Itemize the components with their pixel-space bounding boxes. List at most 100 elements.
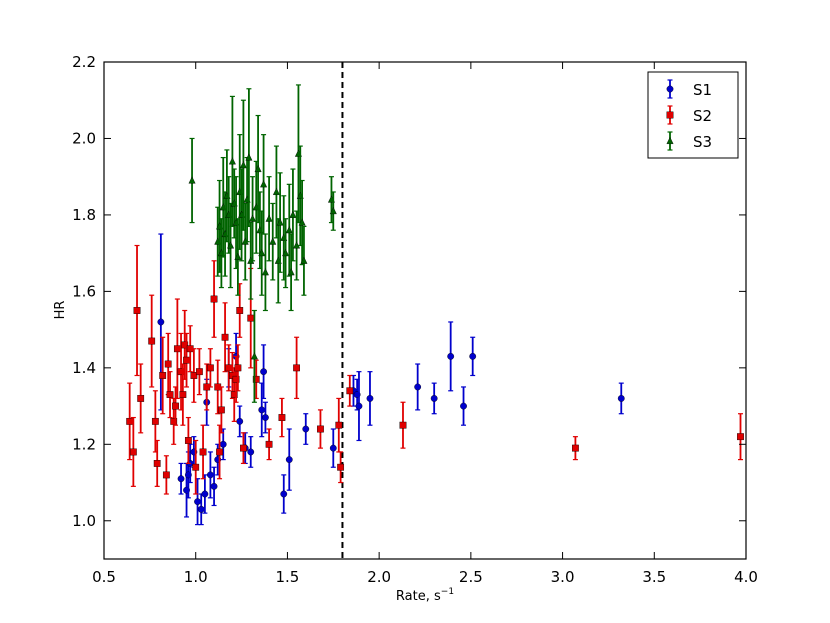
data-point [188, 176, 196, 184]
legend-marker [666, 136, 674, 145]
data-point [157, 318, 165, 326]
data-point [206, 364, 214, 372]
data-point [250, 352, 258, 360]
data-point [287, 268, 295, 276]
data-point [254, 164, 262, 173]
data-point [236, 307, 244, 314]
data-point [221, 333, 229, 341]
data-point [230, 391, 238, 399]
data-point [192, 463, 200, 471]
data-point [329, 444, 337, 452]
data-point [225, 364, 233, 372]
y-tick-label: 1.8 [72, 206, 96, 224]
y-tick-label: 2.2 [72, 53, 96, 71]
data-point [228, 157, 236, 165]
data-point [236, 417, 244, 425]
data-point [399, 421, 407, 429]
legend-box [647, 71, 739, 159]
series-s3 [188, 84, 337, 403]
data-point [170, 417, 178, 425]
plot-frame [103, 61, 747, 560]
x-tick-label: 2.0 [367, 568, 391, 586]
data-point [289, 210, 297, 218]
legend-marker [666, 111, 674, 119]
data-point [252, 375, 260, 383]
data-point [269, 237, 277, 245]
x-tick-label: 1.0 [184, 568, 208, 586]
data-point [247, 448, 255, 456]
legend-marker [666, 85, 674, 93]
data-point [190, 372, 198, 379]
data-point [210, 482, 218, 490]
x-tick-label: 3.0 [551, 568, 575, 586]
data-point [217, 406, 225, 414]
data-point [232, 375, 240, 383]
data-point [298, 218, 306, 226]
data-point [469, 352, 477, 360]
x-axis-label-text: Rate, s [396, 589, 441, 604]
data-point [162, 471, 170, 479]
data-point [261, 268, 269, 276]
data-point [430, 395, 438, 402]
data-point [194, 498, 201, 506]
data-point [227, 241, 235, 249]
data-point [258, 406, 266, 414]
data-point [280, 490, 288, 498]
data-point [249, 214, 257, 222]
x-axis-label-exponent: −1 [441, 587, 454, 597]
data-point [276, 218, 284, 226]
data-point [329, 206, 337, 215]
data-point [197, 505, 205, 513]
data-point [129, 448, 137, 456]
data-point [293, 364, 300, 372]
legend: S1 S2 S3 [647, 71, 739, 159]
series-s2 [126, 244, 744, 495]
data-point [262, 414, 269, 421]
data-point [183, 356, 190, 364]
data-point [302, 425, 310, 433]
axis-ticks: 0.5 1.0 1.5 2.0 2.5 3.0 3.5 4.0 1.0 1.2 1.4 1.6 1.8 2… [72, 53, 758, 586]
data-point [126, 417, 134, 425]
data-point [234, 252, 242, 260]
data-point [201, 490, 209, 498]
data-point [181, 341, 189, 349]
data-point [366, 395, 374, 402]
y-tick-label: 1.2 [72, 435, 96, 453]
data-point [258, 248, 266, 257]
data-point [617, 395, 625, 402]
data-point [173, 345, 181, 353]
data-point [300, 256, 308, 264]
data-point [153, 460, 161, 467]
y-tick-label: 2.0 [72, 129, 96, 147]
data-point [355, 402, 363, 410]
data-point [260, 368, 267, 376]
data-point [282, 248, 290, 257]
data-point [137, 395, 145, 402]
data-point [151, 417, 159, 425]
data-point [346, 387, 354, 395]
data-point [166, 391, 174, 399]
data-point [206, 471, 214, 479]
y-tick-label: 1.0 [72, 512, 96, 530]
data-point [245, 153, 253, 161]
x-tick-label: 2.5 [459, 568, 483, 586]
data-point [195, 368, 203, 376]
y-tick-label: 1.6 [72, 282, 96, 300]
data-point [335, 421, 343, 429]
data-point [216, 448, 223, 456]
x-tick-label: 0.5 [92, 568, 116, 586]
data-point [179, 391, 187, 399]
y-axis-label: HR [53, 301, 68, 320]
data-point [414, 383, 422, 391]
data-point [239, 160, 247, 169]
x-axis-label: Rate, s−1 [396, 587, 454, 604]
data-point [133, 307, 141, 314]
x-tick-label: 1.5 [275, 568, 299, 586]
data-point [219, 440, 227, 448]
data-point [159, 372, 167, 379]
x-tick-label: 3.5 [642, 568, 666, 586]
data-point [265, 214, 273, 222]
legend-label: S2 [693, 107, 712, 125]
data-point [265, 440, 273, 448]
x-tick-label: 4.0 [734, 568, 758, 586]
